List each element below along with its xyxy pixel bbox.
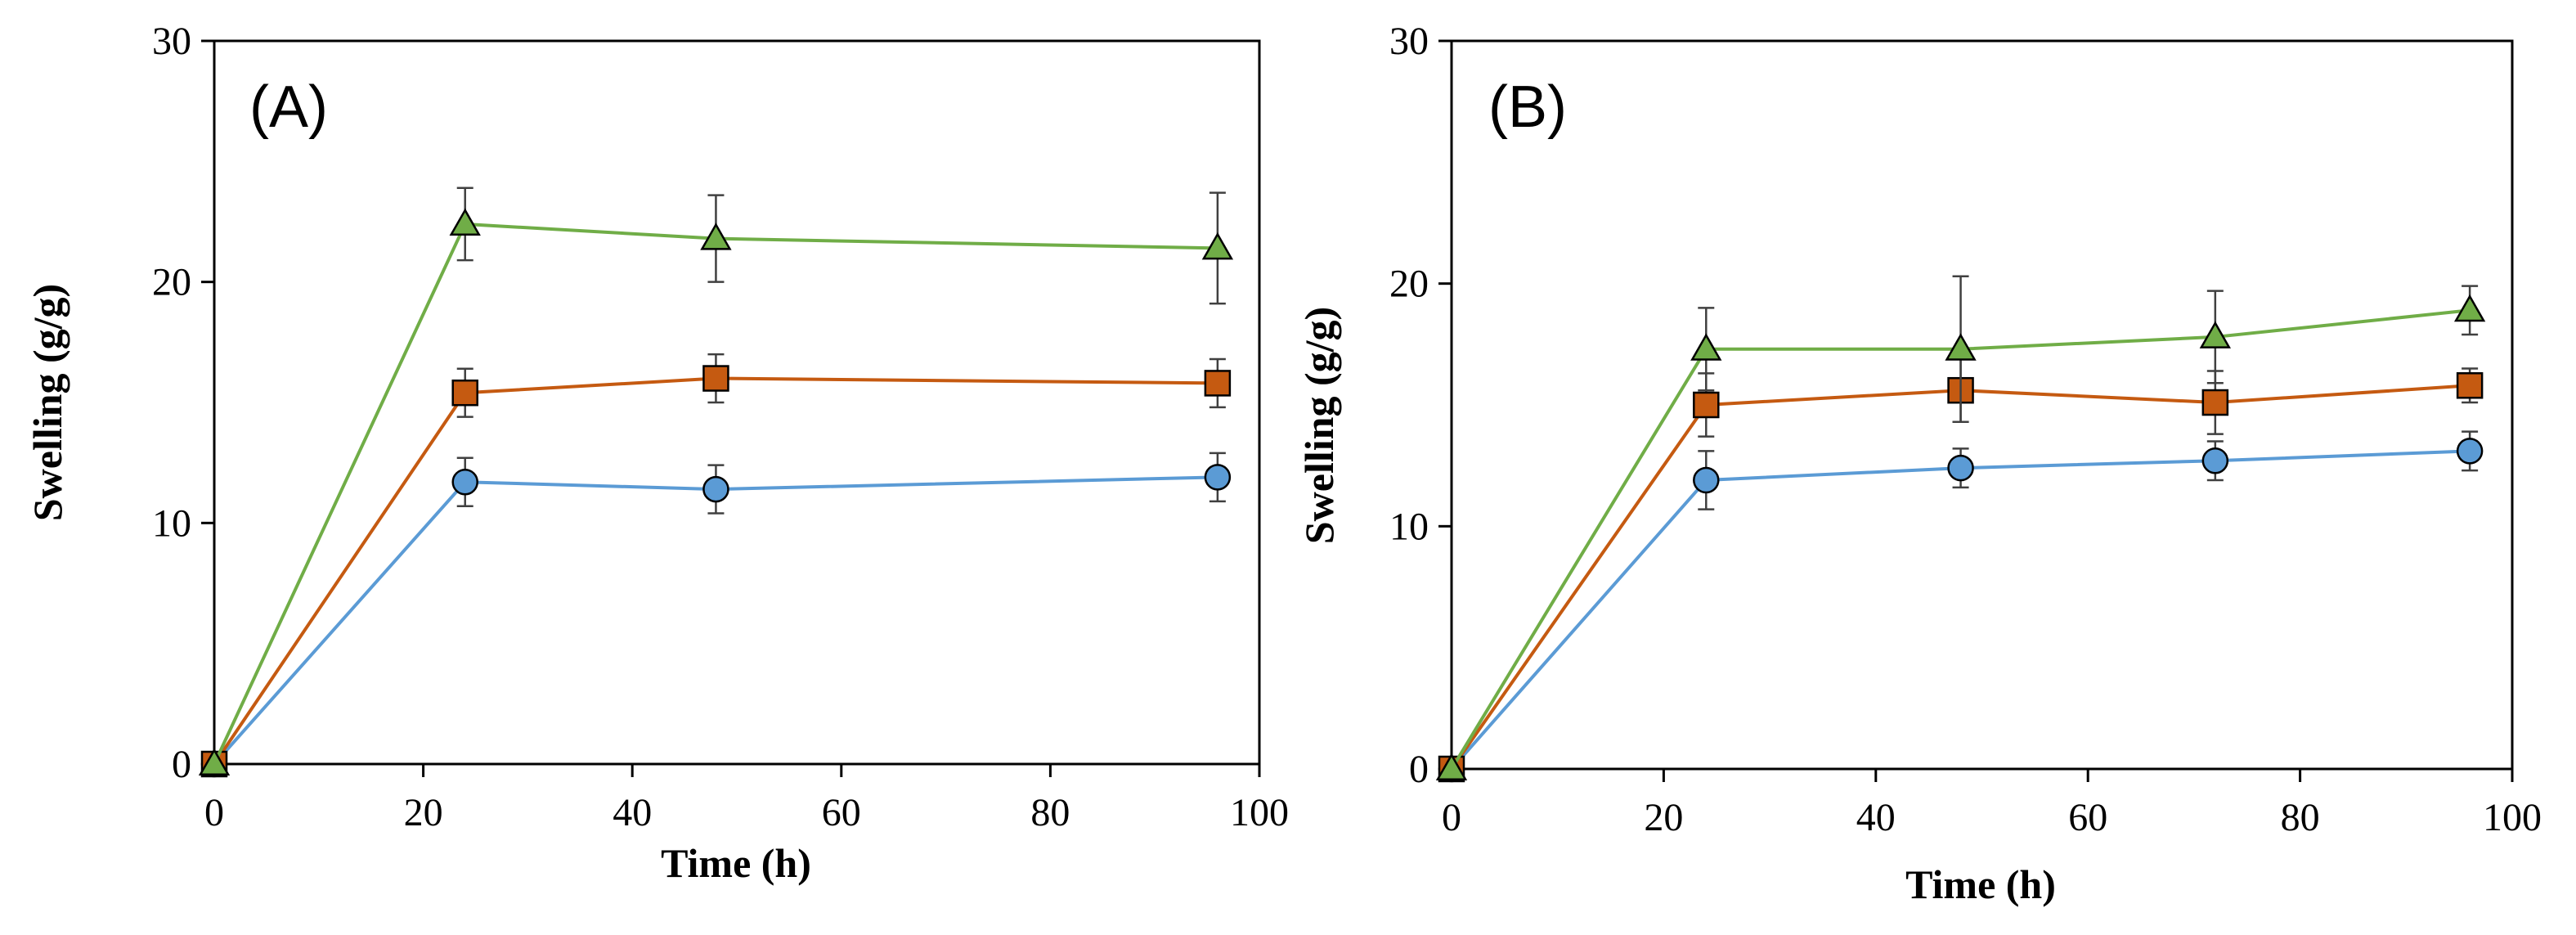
series-line-circle: [213, 475, 1218, 766]
x-axis-title-a: Time (h): [661, 840, 811, 886]
data-point-triangle: [1945, 333, 1977, 361]
data-point-triangle: [2453, 294, 2486, 322]
panel-label-a: (A): [249, 74, 328, 140]
series-circle: [1438, 430, 2484, 783]
data-point-square: [451, 379, 478, 407]
data-point-triangle: [2199, 321, 2231, 348]
data-point-square: [1204, 370, 1232, 397]
series-triangle: [1435, 275, 2486, 780]
data-point-square: [2201, 389, 2229, 416]
plot-frame: [1450, 39, 2514, 771]
series-triangle: [198, 187, 1234, 775]
chart-panel-a: 0 10 20 30 0 20 40 60 80 100 (A) Time (h) Swellin…: [25, 20, 1289, 886]
data-point-circle: [2201, 447, 2229, 474]
x-tick-label: 0: [1442, 796, 1461, 839]
x-tick-label: 20: [1644, 796, 1683, 839]
data-point-circle: [1947, 454, 1974, 482]
y-tick-label: 30: [152, 20, 191, 63]
y-axis-title-b: Swelling (g/g): [1296, 307, 1342, 544]
data-point-triangle: [1690, 333, 1722, 361]
data-point-circle: [702, 475, 729, 503]
series-line-circle: [1450, 449, 2471, 771]
data-point-circle: [1204, 464, 1232, 491]
x-tick-label: 80: [1030, 791, 1070, 834]
data-point-square: [2456, 372, 2484, 399]
y-axis-title-a: Swelling (g/g): [25, 284, 70, 521]
data-point-triangle: [198, 748, 231, 775]
plot-area-a: 0 10 20 30 0 20 40 60 80 100: [152, 20, 1289, 834]
series-circle: [200, 452, 1232, 778]
x-tick-label: 100: [2483, 796, 2542, 839]
x-axis-title-b: Time (h): [1905, 861, 2056, 907]
data-point-triangle: [700, 223, 732, 250]
y-tick-label: 10: [1389, 505, 1429, 548]
y-tick-label: 0: [1409, 748, 1429, 791]
data-point-triangle: [1435, 753, 1468, 780]
data-point-triangle: [449, 208, 481, 236]
chart-panel-b: 0 10 20 30 0 20 40 60 80 100 (B) Time (h) Swellin…: [1296, 20, 2542, 907]
series-line-square: [1450, 384, 2471, 771]
series-square: [200, 353, 1232, 778]
y-tick-label: 10: [152, 501, 191, 545]
x-tick-label: 80: [2281, 796, 2320, 839]
x-tick-label: 40: [1856, 796, 1896, 839]
y-tick-label: 0: [172, 743, 191, 786]
x-tick-label: 20: [404, 791, 443, 834]
panel-label-b: (B): [1488, 74, 1567, 140]
x-tick-label: 40: [613, 791, 652, 834]
y-tick-label: 30: [1389, 20, 1429, 63]
x-tick-label: 0: [204, 791, 224, 834]
series-line-triangle: [213, 222, 1218, 765]
data-point-circle: [1693, 466, 1720, 494]
plot-frame: [213, 39, 1261, 766]
x-tick-label: 60: [2068, 796, 2107, 839]
x-tick-label: 60: [822, 791, 861, 834]
data-point-square: [1693, 391, 1720, 419]
series-line-square: [213, 376, 1218, 766]
y-tick-label: 20: [1389, 263, 1429, 306]
x-tick-label: 100: [1230, 791, 1289, 834]
plot-area-b: 0 10 20 30 0 20 40 60 80 100: [1389, 20, 2542, 839]
data-point-square: [702, 365, 729, 392]
data-point-circle: [2456, 438, 2484, 465]
y-tick-label: 20: [152, 261, 191, 304]
data-point-circle: [451, 468, 478, 496]
data-point-triangle: [1201, 232, 1234, 260]
